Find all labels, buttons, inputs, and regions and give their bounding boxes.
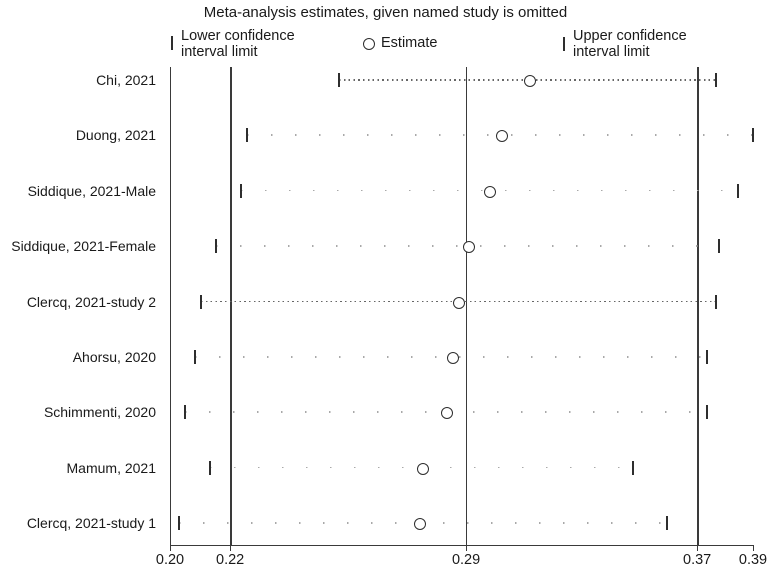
- lower-ci-tick: [193, 350, 196, 364]
- legend-upper-ci-label: Upper confidence interval limit: [573, 28, 687, 60]
- upper-ci-tick: [705, 405, 708, 420]
- x-tick: [229, 545, 231, 551]
- lower-ci-tick: [178, 516, 181, 531]
- estimate-marker: [496, 130, 509, 143]
- lower-ci-tick: [208, 460, 211, 475]
- estimate-marker: [484, 185, 497, 198]
- estimate-marker: [447, 352, 460, 364]
- study-label: Siddique, 2021-Male: [27, 182, 156, 199]
- estimate-marker: [441, 407, 454, 420]
- upper-ci-tick: [715, 73, 718, 87]
- study-label: Chi, 2021: [96, 72, 156, 88]
- study-label: Duong, 2021: [75, 127, 156, 144]
- y-axis-line: [170, 67, 171, 545]
- study-label: Schimmenti, 2020: [43, 404, 156, 421]
- study-label: Siddique, 2021-Female: [11, 238, 156, 255]
- x-tick-label: 0.39: [738, 552, 768, 568]
- estimate-marker: [413, 518, 426, 531]
- legend-lower-ci-label: Lower confidence interval limit: [181, 28, 295, 60]
- lower-ci-tick: [199, 294, 202, 309]
- x-tick: [465, 545, 467, 551]
- estimate-marker: [453, 296, 466, 309]
- x-tick-label: 0.37: [683, 552, 712, 568]
- lower-ci-tick: [239, 183, 242, 198]
- upper-ci-tick: [715, 294, 718, 309]
- ref-line-pooled-estimate: [466, 67, 468, 545]
- plot-area: [170, 67, 754, 545]
- lower-ci-tick: [184, 405, 187, 420]
- x-tick: [169, 545, 171, 551]
- legend-estimate-label: Estimate: [381, 35, 438, 51]
- study-label: Clercq, 2021-study 1: [26, 515, 156, 532]
- estimate-circle-icon: [363, 38, 375, 50]
- x-tick-label: 0.29: [451, 552, 481, 568]
- chart-title: Meta-analysis estimates, given named stu…: [203, 4, 568, 21]
- lower-ci-tick-icon: [171, 36, 173, 50]
- x-tick-label: 0.20: [155, 552, 185, 568]
- x-tick: [752, 545, 754, 551]
- x-tick-label: 0.22: [216, 552, 245, 568]
- upper-ci-tick: [666, 516, 669, 531]
- estimate-marker: [462, 241, 475, 254]
- upper-ci-tick: [705, 350, 708, 364]
- estimate-marker: [524, 75, 536, 87]
- upper-ci-tick: [736, 183, 739, 198]
- upper-ci-tick: [632, 460, 635, 475]
- x-axis-line: [170, 545, 754, 546]
- lower-ci-tick: [245, 128, 248, 143]
- ref-line-pooled-lower: [230, 67, 232, 545]
- upper-ci-tick: [752, 128, 754, 143]
- study-label: Ahorsu, 2020: [72, 349, 156, 365]
- estimate-marker: [416, 462, 429, 475]
- lower-ci-tick: [337, 73, 340, 87]
- study-label: Clercq, 2021-study 2: [26, 293, 156, 310]
- lower-ci-tick: [215, 239, 218, 254]
- ref-line-pooled-upper: [697, 67, 699, 545]
- upper-ci-tick-icon: [563, 37, 565, 51]
- upper-ci-tick: [718, 239, 721, 254]
- study-label: Mamum, 2021: [66, 459, 156, 476]
- x-tick: [696, 545, 698, 551]
